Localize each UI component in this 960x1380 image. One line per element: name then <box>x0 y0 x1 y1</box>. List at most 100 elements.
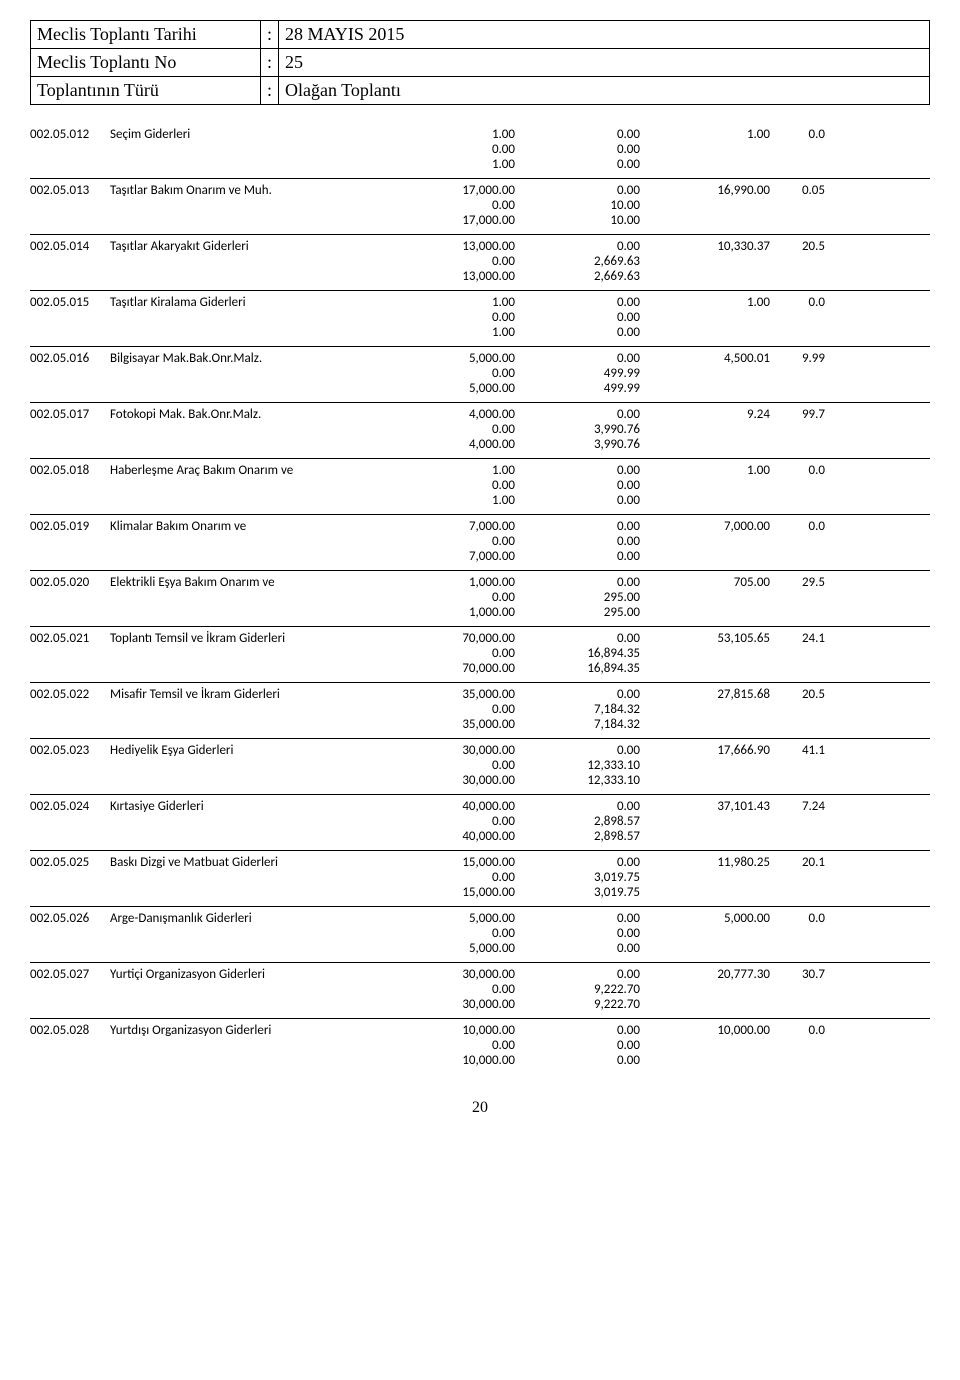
entry-desc: Seçim Giderleri <box>110 127 400 142</box>
entry-val: 5,000.00 <box>400 351 515 366</box>
entry-val: 30,000.00 <box>400 743 515 758</box>
entry-val: 0.00 <box>515 463 640 478</box>
entry-val: 0.00 <box>400 142 515 157</box>
entry-val: 7.24 <box>770 799 825 814</box>
entry-desc: Elektrikli Eşya Bakım Onarım ve <box>110 575 400 590</box>
entry-val: 5,000.00 <box>640 911 770 926</box>
info-label: Meclis Toplantı No <box>31 49 261 77</box>
entry-val: 0.00 <box>515 534 640 549</box>
info-value: 28 MAYIS 2015 <box>279 21 930 49</box>
entry-desc: Baskı Dizgi ve Matbuat Giderleri <box>110 855 400 870</box>
entry-code: 002.05.021 <box>30 631 110 646</box>
entry-val: 3,990.76 <box>515 437 640 452</box>
entry-val: 0.00 <box>515 478 640 493</box>
entry-val: 0.00 <box>515 310 640 325</box>
entry-desc: Kırtasiye Giderleri <box>110 799 400 814</box>
entry-code: 002.05.013 <box>30 183 110 198</box>
entry-val: 40,000.00 <box>400 829 515 844</box>
entry-code: 002.05.028 <box>30 1023 110 1038</box>
entry-val: 0.00 <box>515 493 640 508</box>
budget-entry: 002.05.014Taşıtlar Akaryakıt Giderleri13… <box>30 234 930 290</box>
entry-val: 0.00 <box>515 407 640 422</box>
entry-val: 1.00 <box>400 493 515 508</box>
entry-val: 0.00 <box>400 982 515 997</box>
entry-val: 2,669.63 <box>515 269 640 284</box>
budget-entry: 002.05.012Seçim Giderleri1.000.001.000.0… <box>30 123 930 178</box>
budget-rows-container: 002.05.012Seçim Giderleri1.000.001.000.0… <box>30 123 930 1074</box>
info-value: Olağan Toplantı <box>279 77 930 105</box>
entry-val: 0.00 <box>515 127 640 142</box>
entry-val: 0.00 <box>515 239 640 254</box>
entry-val: 0.00 <box>400 254 515 269</box>
budget-entry: 002.05.028Yurtdışı Organizasyon Giderler… <box>30 1018 930 1074</box>
entry-val: 35,000.00 <box>400 717 515 732</box>
entry-val: 1,000.00 <box>400 605 515 620</box>
entry-val: 0.00 <box>515 142 640 157</box>
entry-val: 0.00 <box>515 325 640 340</box>
entry-val: 0.00 <box>400 366 515 381</box>
entry-val: 0.00 <box>515 799 640 814</box>
entry-val: 0.00 <box>400 534 515 549</box>
entry-val: 9,222.70 <box>515 997 640 1012</box>
entry-val: 0.00 <box>400 814 515 829</box>
entry-val: 30.7 <box>770 967 825 982</box>
entry-val: 30,000.00 <box>400 967 515 982</box>
entry-val: 0.0 <box>770 911 825 926</box>
entry-code: 002.05.019 <box>30 519 110 534</box>
entry-desc: Yurtdışı Organizasyon Giderleri <box>110 1023 400 1038</box>
entry-val: 7,184.32 <box>515 717 640 732</box>
entry-desc: Taşıtlar Bakım Onarım ve Muh. <box>110 183 400 198</box>
entry-val: 0.00 <box>515 351 640 366</box>
entry-val: 53,105.65 <box>640 631 770 646</box>
entry-code: 002.05.017 <box>30 407 110 422</box>
entry-val: 0.00 <box>515 967 640 982</box>
entry-val: 7,000.00 <box>400 519 515 534</box>
entry-val: 0.00 <box>515 1053 640 1068</box>
entry-val: 7,000.00 <box>640 519 770 534</box>
entry-val: 0.00 <box>400 198 515 213</box>
entry-val: 0.00 <box>515 519 640 534</box>
entry-val: 12,333.10 <box>515 758 640 773</box>
info-row: Meclis Toplantı No : 25 <box>31 49 930 77</box>
entry-val: 0.0 <box>770 127 825 142</box>
entry-val: 24.1 <box>770 631 825 646</box>
entry-val: 2,898.57 <box>515 829 640 844</box>
entry-val: 0.0 <box>770 295 825 310</box>
info-label: Toplantının Türü <box>31 77 261 105</box>
entry-desc: Hediyelik Eşya Giderleri <box>110 743 400 758</box>
entry-val: 7,184.32 <box>515 702 640 717</box>
entry-val: 30,000.00 <box>400 773 515 788</box>
entry-val: 70,000.00 <box>400 631 515 646</box>
entry-val: 0.00 <box>515 743 640 758</box>
entry-val: 4,000.00 <box>400 437 515 452</box>
entry-val: 10,330.37 <box>640 239 770 254</box>
budget-entry: 002.05.025Baskı Dizgi ve Matbuat Giderle… <box>30 850 930 906</box>
entry-val: 0.00 <box>400 1038 515 1053</box>
entry-code: 002.05.023 <box>30 743 110 758</box>
budget-entry: 002.05.027Yurtiçi Organizasyon Giderleri… <box>30 962 930 1018</box>
entry-desc: Taşıtlar Kiralama Giderleri <box>110 295 400 310</box>
entry-val: 70,000.00 <box>400 661 515 676</box>
info-value: 25 <box>279 49 930 77</box>
entry-val: 3,990.76 <box>515 422 640 437</box>
entry-val: 7,000.00 <box>400 549 515 564</box>
entry-val: 1.00 <box>640 463 770 478</box>
entry-val: 0.00 <box>515 1023 640 1038</box>
entry-val: 16,894.35 <box>515 661 640 676</box>
info-colon: : <box>261 49 279 77</box>
budget-entry: 002.05.022Misafir Temsil ve İkram Giderl… <box>30 682 930 738</box>
info-colon: : <box>261 77 279 105</box>
entry-val: 2,669.63 <box>515 254 640 269</box>
entry-code: 002.05.024 <box>30 799 110 814</box>
entry-val: 1.00 <box>400 463 515 478</box>
info-colon: : <box>261 21 279 49</box>
entry-val: 15,000.00 <box>400 885 515 900</box>
entry-val: 1.00 <box>640 295 770 310</box>
entry-val: 0.0 <box>770 1023 825 1038</box>
page-number: 20 <box>30 1099 930 1117</box>
entry-val: 2,898.57 <box>515 814 640 829</box>
entry-val: 11,980.25 <box>640 855 770 870</box>
entry-val: 12,333.10 <box>515 773 640 788</box>
entry-val: 10.00 <box>515 198 640 213</box>
entry-val: 499.99 <box>515 381 640 396</box>
